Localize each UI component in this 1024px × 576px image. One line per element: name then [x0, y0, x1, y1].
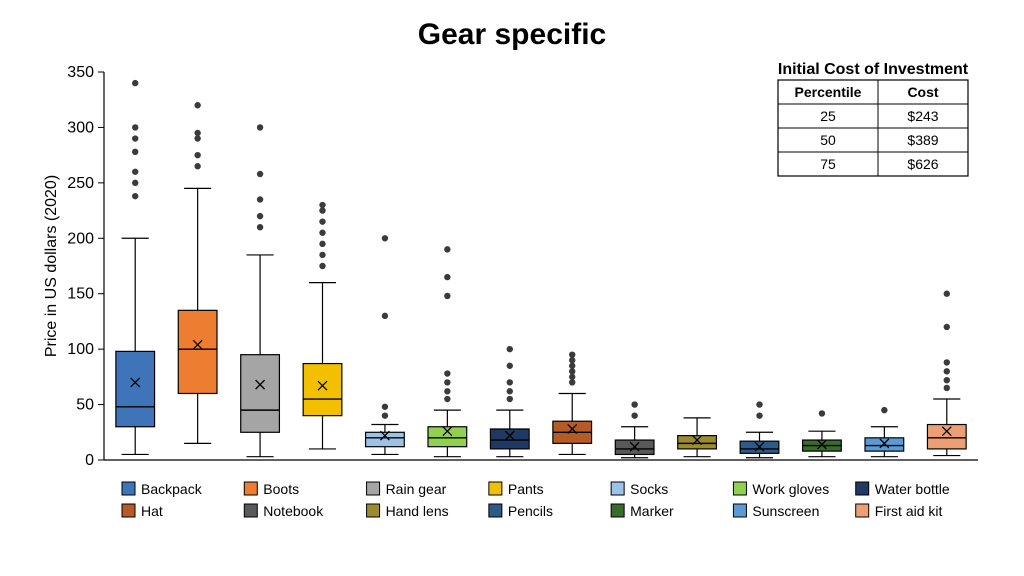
table-header: Percentile	[795, 84, 862, 100]
legend-swatch	[611, 504, 624, 517]
legend-label: Marker	[630, 503, 674, 519]
legend-label: Sunscreen	[752, 503, 819, 519]
legend-label: Water bottle	[875, 481, 950, 497]
ytick-label: 250	[67, 175, 94, 192]
legend-swatch	[367, 504, 380, 517]
boxplot-rain-gear	[241, 124, 280, 456]
boxplot-sunscreen	[865, 407, 904, 457]
legend-item: Hand lens	[367, 503, 449, 519]
legend-swatch	[122, 482, 135, 495]
boxplot-backpack	[116, 80, 155, 455]
y-axis-label: Price in US dollars (2020)	[43, 175, 60, 357]
chart-container: 0 50 100 150 200 250 300 350 Price in US dollars…	[32, 56, 992, 526]
ytick-label: 50	[76, 397, 94, 414]
legend-label: Work gloves	[752, 481, 829, 497]
legend-label: Backpack	[141, 481, 203, 497]
inset-cost-table: Initial Cost of Investment Percentile Cost…	[778, 61, 969, 176]
legend-swatch	[489, 504, 502, 517]
ytick-label: 300	[67, 119, 94, 136]
boxplot-pencils	[740, 401, 779, 457]
boxplot-water-bottle	[490, 346, 529, 457]
legend-swatch	[244, 504, 257, 517]
legend-swatch	[733, 504, 746, 517]
legend-swatch	[122, 504, 135, 517]
table-cell: 25	[820, 108, 836, 124]
boxplot-pants	[303, 202, 342, 449]
legend-item: Marker	[611, 503, 674, 519]
legend-label: First aid kit	[875, 503, 943, 519]
legend-item: Pencils	[489, 503, 553, 519]
table-cell: $626	[907, 156, 938, 172]
legend-svg: Backpack Boots Rain gear Pants Socks Work glo…	[32, 476, 992, 526]
legend-item: First aid kit	[856, 503, 943, 519]
legend-item: Pants	[489, 481, 544, 497]
legend-item: Notebook	[244, 503, 324, 519]
ytick-label: 100	[67, 341, 94, 358]
boxplot-socks	[366, 235, 405, 454]
boxplot-hand-lens	[678, 418, 717, 457]
table-header: Cost	[907, 84, 938, 100]
boxplot-work-gloves	[428, 246, 467, 457]
boxplot-hat	[553, 351, 592, 454]
legend-label: Pants	[508, 481, 544, 497]
legend-swatch	[611, 482, 624, 495]
legend-label: Boots	[263, 481, 299, 497]
table-cell: 75	[820, 156, 836, 172]
ytick-label: 150	[67, 286, 94, 303]
legend-swatch	[856, 482, 869, 495]
legend-item: Water bottle	[856, 481, 950, 497]
legend-swatch	[733, 482, 746, 495]
legend-label: Notebook	[263, 503, 324, 519]
legend-item: Socks	[611, 481, 668, 497]
legend-item: Boots	[244, 481, 299, 497]
legend-label: Socks	[630, 481, 668, 497]
inset-table-title: Initial Cost of Investment	[778, 61, 969, 78]
legend-swatch	[244, 482, 257, 495]
legend-swatch	[856, 504, 869, 517]
boxplot-notebook	[615, 401, 654, 457]
legend-swatch	[367, 482, 380, 495]
table-cell: $243	[907, 108, 938, 124]
legend-label: Pencils	[508, 503, 553, 519]
table-cell: 50	[820, 132, 836, 148]
legend-label: Rain gear	[386, 481, 447, 497]
legend-item: Sunscreen	[733, 503, 819, 519]
boxplot-boots	[178, 102, 217, 443]
chart-title: Gear specific	[0, 18, 1024, 52]
boxplot-marker	[803, 410, 842, 456]
ytick-label: 350	[67, 64, 94, 81]
boxplot-svg: 0 50 100 150 200 250 300 350 Price in US dollars…	[32, 56, 992, 476]
legend-item: Backpack	[122, 481, 203, 497]
ytick-label: 0	[85, 452, 94, 469]
legend-item: Hat	[122, 503, 163, 519]
table-cell: $389	[907, 132, 938, 148]
boxplot-first-aid-kit	[927, 291, 966, 456]
legend-item: Rain gear	[367, 481, 447, 497]
legend-label: Hat	[141, 503, 163, 519]
legend-item: Work gloves	[733, 481, 829, 497]
legend-label: Hand lens	[386, 503, 449, 519]
legend-swatch	[489, 482, 502, 495]
ytick-label: 200	[67, 230, 94, 247]
